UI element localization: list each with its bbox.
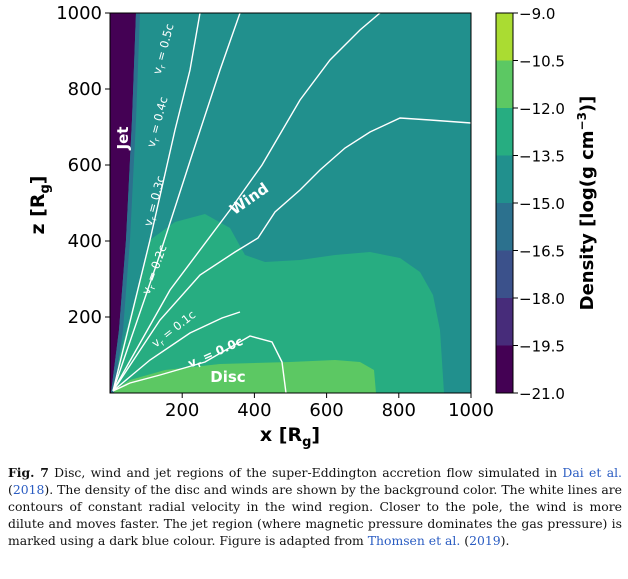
contour-0.3c (112, 13, 381, 392)
x-axis-label: x [Rg] (260, 424, 320, 450)
x-tick-label-800: 800 (382, 400, 416, 421)
contour-0.1c (112, 311, 241, 392)
colorbar-tick-label-5: −13.5 (519, 148, 565, 166)
colorbar-tick-label-2: −18.0 (519, 290, 565, 308)
contour-0.0c (112, 335, 287, 393)
density-figure: Jet Wind Disc vr = 0.5c vr = 0.4c vr = 0… (27, 3, 598, 450)
colorbar-band-5 (496, 108, 513, 156)
citation-dai[interactable]: Dai et al. (562, 465, 622, 480)
colorbar-band-1 (496, 298, 513, 346)
x-tick-label-400: 400 (237, 400, 271, 421)
caption-text-3: ). The density of the disc and winds are… (8, 482, 622, 548)
colorbar-tick-label-3: −16.5 (519, 243, 565, 261)
citation-thomsen-year[interactable]: 2019 (469, 533, 501, 548)
colorbar-tick-label-8: −9.0 (519, 5, 555, 23)
y-tick-label-1000: 1000 (56, 3, 102, 24)
citation-thomsen[interactable]: Thomsen et al. (367, 533, 461, 548)
x-axis: 200 400 600 800 1000 (165, 393, 494, 421)
colorbar-band-4 (496, 155, 513, 203)
colorbar-band-7 (496, 13, 513, 61)
caption-text-4: ( (460, 533, 470, 548)
colorbar-band-6 (496, 60, 513, 108)
colorbar-tick-label-1: −19.5 (519, 338, 565, 356)
colorbar-tick-label-7: −10.5 (519, 53, 565, 71)
density-field: Jet Wind Disc vr = 0.5c vr = 0.4c vr = 0… (110, 13, 471, 393)
colorbar-band-3 (496, 203, 513, 251)
velocity-contours (112, 13, 471, 393)
y-tick-label-800: 800 (68, 79, 102, 100)
citation-dai-year[interactable]: 2018 (12, 482, 45, 497)
y-axis-label: z [Rg] (27, 176, 53, 235)
contour-0.2c (112, 117, 471, 392)
caption-text-2: ( (8, 482, 13, 497)
colorbar-band-2 (496, 250, 513, 298)
colorbar-tick-label-4: −15.0 (519, 195, 565, 213)
y-tick-label-400: 400 (68, 231, 102, 252)
colorbar-tick-label-0: −21.0 (519, 385, 565, 403)
figure-caption: Fig. 7 Disc, wind and jet regions of the… (8, 464, 622, 549)
y-tick-label-600: 600 (68, 155, 102, 176)
caption-text-1: Disc, wind and jet regions of the super-… (48, 465, 563, 480)
x-tick-label-200: 200 (165, 400, 199, 421)
colorbar-tick-label-6: −12.0 (519, 100, 565, 118)
jet-edge (111, 13, 140, 393)
jet-label: Jet (114, 127, 132, 151)
contour-0.5c (112, 13, 201, 392)
figure-number: Fig. 7 (8, 465, 49, 480)
x-tick-label-1000: 1000 (448, 400, 494, 421)
colorbar-label: Density [log(g cm−3)] (575, 96, 598, 311)
contour-0.4c (112, 13, 241, 392)
x-tick-label-600: 600 (309, 400, 343, 421)
y-tick-label-200: 200 (68, 307, 102, 328)
colorbar: −21.0 −19.5 −18.0 −16.5 −15.0 −13.5 −12.0 −10.5… (495, 5, 565, 403)
plot-frame (109, 12, 472, 394)
disc-region (110, 360, 376, 393)
y-axis: 200 400 600 800 1000 (56, 3, 110, 328)
jet-region (110, 13, 136, 393)
disc-label: Disc (210, 368, 245, 386)
colorbar-band-0 (496, 345, 513, 393)
caption-text-5: ). (500, 533, 510, 548)
